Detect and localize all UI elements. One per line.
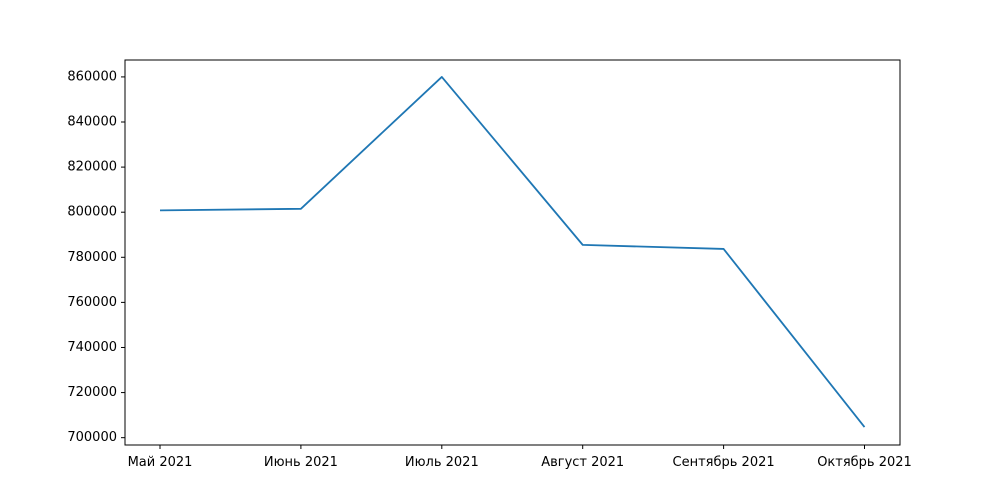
- y-tick-label: 700000: [67, 430, 117, 445]
- y-tick-label: 720000: [67, 385, 117, 400]
- x-tick-label: Сентябрь 2021: [673, 455, 775, 470]
- y-tick-label: 740000: [67, 340, 117, 355]
- x-tick-label: Май 2021: [128, 455, 193, 470]
- y-tick-label: 860000: [67, 69, 117, 84]
- y-tick-label: 820000: [67, 160, 117, 175]
- y-tick-label: 780000: [67, 250, 117, 265]
- x-tick-label: Июнь 2021: [264, 455, 338, 470]
- x-tick-label: Октябрь 2021: [817, 455, 912, 470]
- x-tick-label: Июль 2021: [405, 455, 479, 470]
- y-axis: 700000 720000 740000 760000 780000 800000 8200…: [67, 69, 125, 445]
- x-tick-label: Август 2021: [541, 455, 624, 470]
- x-axis: Май 2021 Июнь 2021 Июль 2021 Август 2021 Сен…: [128, 445, 912, 470]
- plot-area: [125, 60, 900, 445]
- y-tick-label: 840000: [67, 115, 117, 130]
- y-tick-label: 760000: [67, 295, 117, 310]
- y-tick-label: 800000: [67, 205, 117, 220]
